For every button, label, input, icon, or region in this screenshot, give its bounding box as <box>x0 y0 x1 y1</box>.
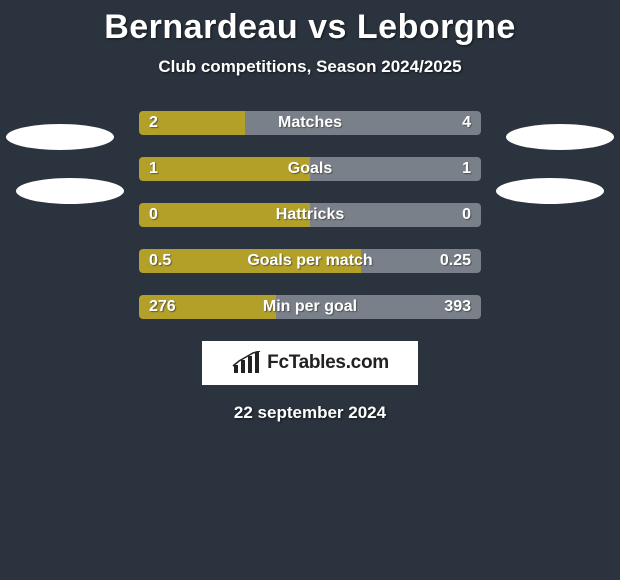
stat-rows: 2 4 Matches 1 1 Goals 0 0 Hattricks 0.5 0.25 Goals … <box>139 111 481 319</box>
comparison-infographic: Bernardeau vs Leborgne Club competitions… <box>0 0 620 580</box>
right-player-ellipse <box>496 178 604 204</box>
stat-row: 0 0 Hattricks <box>139 203 481 227</box>
right-player-ellipse <box>506 124 614 150</box>
left-player-ellipse <box>16 178 124 204</box>
stat-row: 276 393 Min per goal <box>139 295 481 319</box>
value-left: 276 <box>149 298 176 316</box>
value-right: 4 <box>462 114 471 132</box>
left-player-ellipse <box>6 124 114 150</box>
stat-label: Goals per match <box>247 252 372 270</box>
page-title: Bernardeau vs Leborgne <box>0 0 620 47</box>
subtitle: Club competitions, Season 2024/2025 <box>0 57 620 77</box>
stat-row: 1 1 Goals <box>139 157 481 181</box>
bar-left <box>139 157 310 181</box>
date-text: 22 september 2024 <box>0 403 620 423</box>
stat-label: Hattricks <box>276 206 344 224</box>
stat-label: Matches <box>278 114 342 132</box>
fctables-logo: FcTables.com <box>202 341 418 385</box>
stat-row: 0.5 0.25 Goals per match <box>139 249 481 273</box>
value-right: 0.25 <box>440 252 471 270</box>
logo-text: FcTables.com <box>267 352 389 374</box>
bar-right <box>310 157 481 181</box>
chart-icon <box>231 351 263 375</box>
value-right: 1 <box>462 160 471 178</box>
value-right: 393 <box>444 298 471 316</box>
stat-label: Goals <box>288 160 332 178</box>
value-left: 0.5 <box>149 252 171 270</box>
stat-row: 2 4 Matches <box>139 111 481 135</box>
value-left: 2 <box>149 114 158 132</box>
value-right: 0 <box>462 206 471 224</box>
value-left: 0 <box>149 206 158 224</box>
value-left: 1 <box>149 160 158 178</box>
stat-label: Min per goal <box>263 298 357 316</box>
